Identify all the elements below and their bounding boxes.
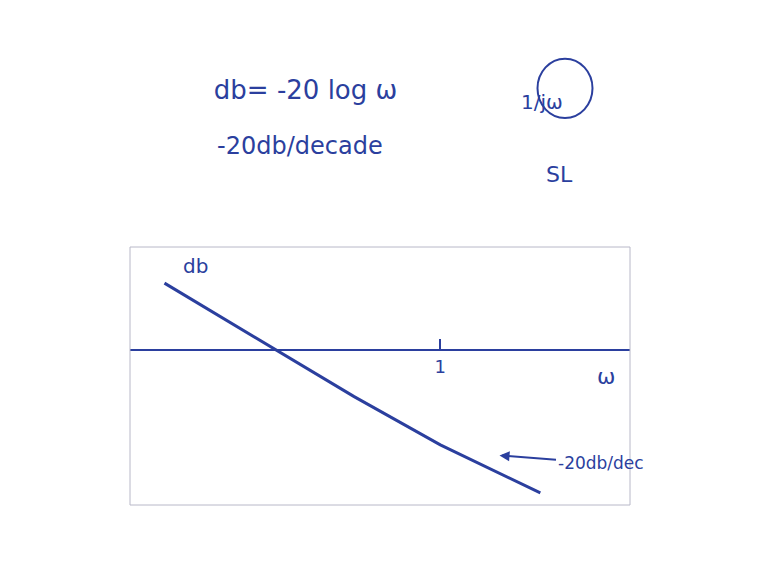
svg-text:1/jω: 1/jω bbox=[521, 90, 563, 114]
svg-text:ω: ω bbox=[597, 364, 615, 389]
svg-text:1: 1 bbox=[435, 356, 446, 377]
svg-text:db= -20 log ω: db= -20 log ω bbox=[214, 75, 397, 105]
svg-text:SL: SL bbox=[546, 162, 573, 187]
svg-text:db: db bbox=[183, 254, 208, 278]
svg-text:-20db/dec: -20db/dec bbox=[558, 453, 644, 473]
svg-text:-20db/decade: -20db/decade bbox=[217, 132, 383, 160]
